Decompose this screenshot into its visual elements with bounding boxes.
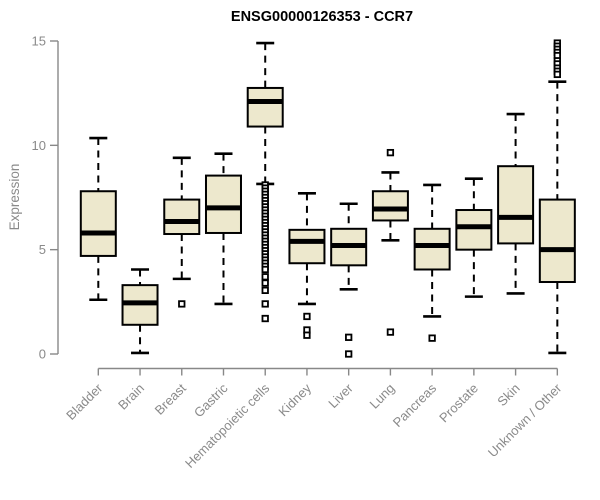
x-tick-label: Skin xyxy=(494,381,522,409)
boxplot-gastric xyxy=(204,152,242,306)
boxplot-prostate xyxy=(455,177,493,298)
iqr-box xyxy=(455,209,493,251)
outlier-point xyxy=(261,279,269,287)
outlier-point xyxy=(261,273,269,281)
chart-title: ENSG00000126353 - CCR7 xyxy=(231,9,413,25)
iqr-box xyxy=(246,86,284,128)
outlier-point xyxy=(428,334,436,342)
iqr-box xyxy=(288,228,326,265)
outlier-point xyxy=(553,70,561,79)
x-tick-label: Brain xyxy=(115,381,147,413)
y-tick-label: 10 xyxy=(32,138,46,153)
y-tick-label: 15 xyxy=(32,33,46,48)
outlier-point xyxy=(345,350,353,358)
boxes xyxy=(79,39,576,358)
y-tick-label: 5 xyxy=(39,242,46,257)
y-tick-label: 0 xyxy=(39,347,46,362)
y-axis-label: Expression xyxy=(7,164,22,231)
iqr-box xyxy=(413,227,451,271)
x-tick-label: Pancreas xyxy=(390,380,440,430)
x-tick-label: Kidney xyxy=(275,380,314,419)
outlier-point xyxy=(261,286,269,295)
x-tick-label: Bladder xyxy=(63,380,106,423)
boxplot-hematopoietic-cells xyxy=(246,41,284,323)
boxplot-skin xyxy=(497,112,535,295)
iqr-box xyxy=(497,165,535,245)
iqr-box xyxy=(204,174,242,234)
iqr-box xyxy=(371,190,409,222)
outlier-point xyxy=(345,333,353,341)
boxplot-kidney xyxy=(288,192,326,339)
boxplot-brain xyxy=(121,268,159,355)
boxplot-liver xyxy=(330,202,368,358)
boxplot-pancreas xyxy=(413,183,451,342)
outlier-point xyxy=(303,312,311,321)
outlier-point xyxy=(386,148,395,157)
boxplot-bladder xyxy=(79,136,117,302)
x-tick-label: Liver xyxy=(325,380,356,411)
x-tick-label: Breast xyxy=(152,380,189,417)
outlier-point xyxy=(261,265,269,274)
outlier-point xyxy=(261,314,269,323)
boxplot-unknown-other xyxy=(538,39,576,355)
outlier-point xyxy=(178,300,186,308)
boxplot-lung xyxy=(371,148,409,336)
outlier-point xyxy=(386,328,395,336)
outlier-point xyxy=(303,331,311,339)
iqr-box xyxy=(79,190,117,257)
boxplot-breast xyxy=(163,156,201,308)
outlier-point xyxy=(261,300,269,308)
x-tick-label: Lung xyxy=(366,381,397,412)
x-tick-label: Unknown / Other xyxy=(485,380,565,460)
x-tick-label: Prostate xyxy=(436,381,481,426)
x-tick-label: Gastric xyxy=(191,380,231,420)
iqr-box xyxy=(163,198,201,236)
iqr-box xyxy=(538,198,576,284)
